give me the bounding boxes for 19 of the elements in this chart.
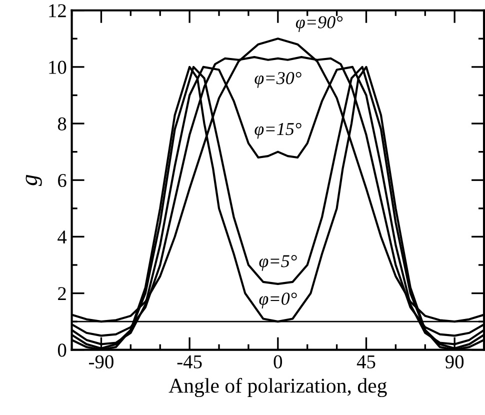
y-tick-label: 4 — [58, 230, 67, 244]
x-tick-label: -45 — [177, 355, 202, 368]
y-tick-label: 10 — [49, 60, 66, 74]
x-tick-label: 90 — [445, 355, 464, 368]
x-tick-label: 45 — [356, 355, 376, 368]
y-tick-label: 8 — [58, 117, 66, 130]
x-axis-title: Angle of polarization, deg — [168, 378, 387, 398]
series-label: φ=30° — [254, 72, 302, 88]
y-tick-label: 2 — [58, 287, 66, 300]
legend-label: φ=90° — [296, 16, 343, 32]
series-label: φ=5° — [259, 255, 297, 271]
y-tick-label: 0 — [58, 344, 66, 357]
series-label: φ=15° — [254, 122, 302, 139]
y-tick-label: 6 — [58, 174, 66, 188]
x-tick-label: -90 — [88, 355, 114, 368]
y-axis-title: g — [26, 174, 42, 186]
series-label: φ=0° — [259, 292, 297, 309]
y-tick-label: 12 — [49, 4, 66, 18]
x-tick-label: 0 — [274, 355, 282, 368]
